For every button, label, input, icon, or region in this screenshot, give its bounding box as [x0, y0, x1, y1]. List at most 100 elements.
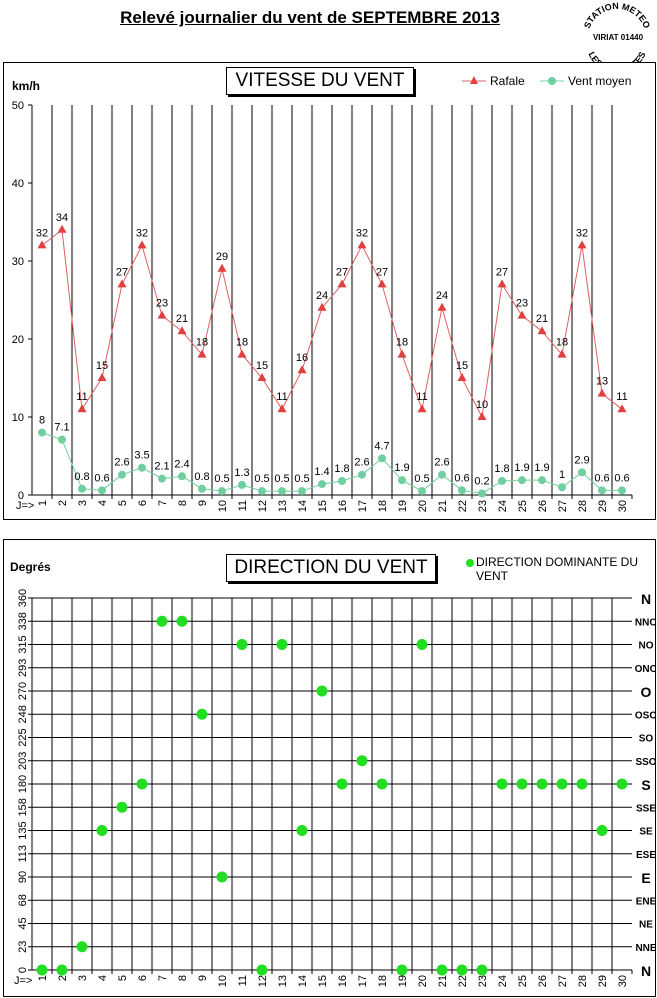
moyen-data-label: 1.3	[234, 467, 249, 479]
rafale-point	[377, 279, 387, 288]
moyen-point	[318, 480, 326, 489]
x-tick-label: 26	[537, 500, 549, 512]
rafale-point	[157, 310, 167, 319]
x-tick-label: 24	[497, 975, 509, 987]
moyen-point	[578, 468, 586, 477]
moyen-data-label: 1.9	[534, 462, 549, 474]
x-tick-label: 11	[237, 975, 249, 986]
compass-label: SSE	[636, 803, 655, 814]
moyen-point	[158, 474, 166, 483]
moyen-data-label: 8	[39, 415, 45, 427]
direction-point	[76, 941, 88, 953]
moyen-data-label: 0.5	[294, 473, 309, 485]
rafale-point	[137, 240, 147, 249]
x-tick-label: 25	[517, 975, 529, 987]
x-tick-label: 25	[517, 500, 529, 512]
x-tick-label: 4	[97, 500, 109, 506]
direction-point	[176, 615, 188, 627]
moyen-data-label: 0.5	[274, 473, 289, 485]
rafale-point	[497, 279, 507, 288]
legend-moyen-marker	[548, 77, 556, 85]
moyen-point	[78, 484, 86, 493]
rafale-point	[357, 240, 367, 249]
direction-point	[616, 778, 628, 790]
rafale-point	[337, 279, 347, 288]
direction-point	[336, 778, 348, 790]
rafale-data-label: 18	[196, 337, 208, 349]
x-tick-label: 6	[137, 500, 149, 506]
moyen-point	[218, 487, 226, 496]
rafale-point	[217, 263, 227, 272]
rafale-data-label: 32	[356, 227, 368, 239]
moyen-data-label: 0.5	[254, 473, 269, 485]
y-tick-label: 10	[12, 412, 24, 424]
legend-direction-label: DIRECTION DOMINANTE DU VENT	[476, 555, 638, 583]
y-tick-label: 40	[12, 178, 24, 190]
rafale-data-label: 18	[396, 337, 408, 349]
moyen-data-label: 7.1	[54, 422, 69, 434]
y-tick-label: 315	[17, 635, 29, 653]
rafale-data-label: 21	[176, 313, 188, 325]
moyen-data-label: 1.9	[514, 462, 529, 474]
x-tick-label: 4	[97, 975, 109, 981]
moyen-data-label: 0.5	[414, 473, 429, 485]
moyen-point	[338, 476, 346, 485]
rafale-point	[617, 404, 627, 413]
x-tick-label: 13	[277, 975, 289, 987]
rafale-data-label: 10	[476, 399, 488, 411]
moyen-data-label: 2.9	[574, 454, 589, 466]
y-tick-label: 0	[18, 490, 24, 502]
moyen-point	[558, 483, 566, 492]
x-tick-label: 23	[477, 975, 489, 987]
x-tick-label: 2	[57, 975, 69, 981]
x-tick-label: 12	[257, 975, 269, 987]
direction-point	[556, 778, 568, 790]
y-tick-label: 293	[17, 659, 29, 677]
moyen-point	[378, 454, 386, 463]
moyen-data-label: 2.6	[434, 457, 449, 469]
moyen-point	[258, 487, 266, 496]
moyen-data-label: 1.9	[394, 462, 409, 474]
direction-point	[516, 778, 528, 790]
rafale-point	[77, 404, 87, 413]
x-tick-label: 14	[297, 975, 309, 987]
direction-point	[276, 639, 288, 650]
rafale-data-label: 11	[76, 391, 87, 403]
rafale-point	[457, 373, 467, 381]
compass-label: E	[641, 870, 650, 886]
moyen-point	[358, 470, 366, 479]
rafale-data-label: 15	[96, 360, 108, 372]
x-tick-label: 29	[597, 975, 609, 987]
direction-point	[216, 871, 228, 883]
x-tick-label: 21	[437, 975, 449, 987]
rafale-data-label: 27	[336, 266, 348, 278]
direction-point	[356, 755, 368, 767]
moyen-point	[518, 476, 526, 485]
rafale-point	[597, 388, 607, 397]
x-tick-label: 17	[357, 975, 369, 987]
x-tick-label: 17	[357, 500, 369, 512]
direction-point	[56, 964, 68, 976]
rafale-data-label: 11	[276, 391, 287, 403]
rafale-point	[237, 349, 247, 358]
moyen-point	[538, 476, 546, 485]
compass-label: ESE	[636, 850, 655, 861]
y-tick-label: 225	[17, 728, 29, 746]
y-tick-label: 113	[17, 845, 29, 863]
moyen-point	[238, 480, 246, 489]
direction-point	[476, 964, 488, 976]
x-axis-label: J=>	[16, 500, 34, 512]
moyen-point	[118, 470, 126, 479]
x-tick-label: 28	[577, 975, 589, 987]
y-tick-label: 68	[17, 894, 29, 906]
y-tick-label: 45	[17, 917, 29, 929]
y-tick-label: 20	[12, 334, 24, 346]
rafale-data-label: 23	[156, 298, 168, 310]
moyen-data-label: 2.4	[174, 458, 189, 470]
legend-rafale-marker	[470, 76, 478, 84]
y-tick-label: 30	[12, 256, 24, 268]
direction-point	[436, 964, 448, 976]
y-tick-label: 180	[17, 775, 29, 793]
rafale-data-label: 27	[116, 266, 128, 278]
